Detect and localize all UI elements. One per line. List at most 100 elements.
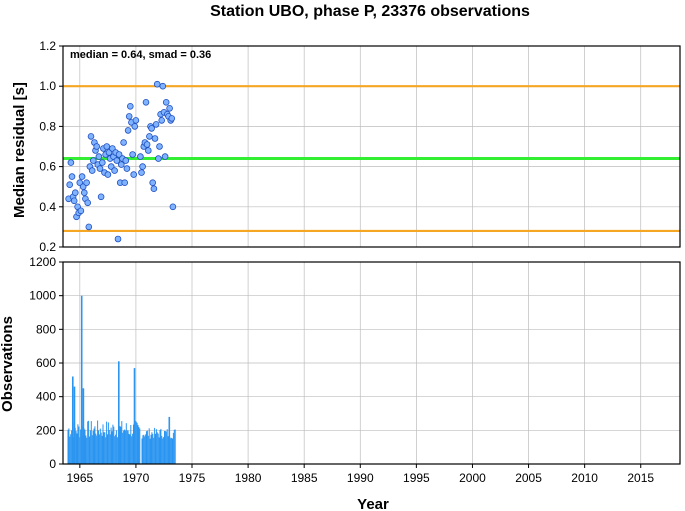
observations-bar — [165, 431, 167, 464]
residual-point — [148, 125, 155, 132]
residual-point — [87, 133, 95, 140]
year-x-tick-label: 1980 — [235, 471, 262, 485]
residual-point — [90, 157, 97, 164]
observations-bar — [156, 432, 158, 464]
observations-bar — [147, 435, 149, 464]
observations-bar — [119, 426, 121, 464]
residual-point — [137, 153, 144, 160]
observations-bar — [110, 427, 112, 464]
observations-bar — [150, 434, 152, 464]
residual-point — [161, 153, 169, 160]
residual-point — [97, 193, 105, 201]
observations-y-ticks: 0 200 400 600 800 1000 1200 — [29, 255, 63, 471]
residual-point — [124, 127, 132, 134]
residual-y-tick-label: 0.8 — [39, 119, 56, 133]
year-x-tick-label: 1965 — [66, 471, 93, 485]
observations-bar — [68, 428, 70, 464]
residual-point — [114, 235, 122, 243]
observations-bar — [115, 430, 117, 464]
observations-bar — [160, 428, 162, 464]
residual-point — [146, 133, 153, 140]
observations-bar — [136, 422, 138, 464]
residual-point — [152, 121, 160, 128]
residual-point — [84, 199, 91, 207]
observations-bar — [100, 432, 102, 464]
residual-y-tick-label: 1.2 — [39, 39, 56, 53]
observations-bar — [145, 434, 147, 464]
observations-bar — [69, 436, 71, 464]
observations-bar — [76, 433, 78, 464]
observations-bar — [144, 436, 146, 464]
observations-bar — [167, 436, 169, 464]
observations-bar — [92, 431, 94, 464]
observations-bar — [146, 431, 147, 464]
residual-point — [70, 197, 78, 205]
observations-bar — [108, 430, 110, 464]
observations-bar — [158, 437, 160, 464]
observations-bar — [139, 428, 141, 464]
residual-point — [96, 165, 104, 172]
observations-y-tick-label: 600 — [36, 356, 56, 370]
residual-point — [162, 99, 170, 106]
observations-bar — [109, 434, 111, 464]
residual-point — [88, 167, 96, 174]
observations-bar — [133, 424, 134, 464]
residual-y-tick-label: 0.4 — [39, 200, 56, 214]
observations-bar — [157, 433, 159, 464]
observations-bar — [96, 435, 98, 464]
residual-point — [95, 153, 103, 160]
observations-bar — [174, 429, 176, 464]
observations-bar — [121, 421, 123, 464]
year-x-tick-label: 2005 — [515, 471, 542, 485]
observations-y-tick-label: 0 — [49, 457, 56, 471]
residual-point — [118, 161, 125, 168]
observations-spike-bar — [72, 376, 74, 464]
residual-point — [132, 117, 140, 124]
observations-y-tick-label: 800 — [36, 322, 56, 336]
residual-point — [68, 173, 76, 180]
year-x-ticks: 1965 1970 1975 1980 1985 1990 1995 2000 2005 2010… — [66, 464, 654, 485]
observations-y-tick-label: 400 — [36, 390, 56, 404]
residual-point — [150, 185, 158, 193]
observations-bar — [155, 429, 157, 464]
observations-bar — [127, 430, 129, 464]
residual-plot-frame — [62, 45, 681, 248]
stats-annotation: median = 0.64, smad = 0.36 — [70, 49, 211, 61]
observations-bar — [126, 430, 128, 464]
observations-bar — [78, 426, 80, 464]
observations-bar — [161, 435, 163, 464]
observations-bar — [87, 421, 89, 464]
observations-bar — [153, 437, 155, 464]
residual-point — [145, 147, 152, 154]
observations-y-tick-label: 1200 — [29, 255, 56, 269]
observations-bar — [159, 430, 161, 464]
residual-point — [151, 135, 159, 142]
residual-y-tick-label: 1.0 — [39, 79, 56, 93]
observations-bar — [138, 426, 140, 464]
observations-bar — [114, 436, 116, 464]
observations-bar — [164, 431, 166, 464]
residual-points — [65, 80, 177, 243]
observations-bar — [141, 438, 143, 464]
residual-y-ticks: 0.2 0.4 0.6 0.8 1.0 1.2 — [39, 39, 63, 254]
residual-y-tick-label: 0.2 — [39, 240, 56, 254]
observations-bar — [166, 429, 168, 464]
observations-bar — [163, 437, 165, 464]
residual-point — [85, 223, 93, 231]
observations-bar — [71, 430, 73, 464]
residual-point — [99, 159, 106, 166]
residual-point — [149, 179, 157, 187]
observations-bar — [75, 431, 77, 464]
year-x-tick-label: 2015 — [627, 471, 654, 485]
observations-bars — [67, 295, 176, 465]
residual-grid — [63, 45, 680, 248]
observations-grid — [63, 261, 680, 465]
residual-point — [131, 123, 139, 130]
observations-bar — [142, 435, 144, 464]
observations-spike-bar — [133, 368, 136, 464]
residual-point — [104, 171, 112, 178]
observations-spike-bar — [80, 295, 83, 464]
observations-bar — [172, 432, 174, 464]
residual-point — [66, 181, 73, 189]
